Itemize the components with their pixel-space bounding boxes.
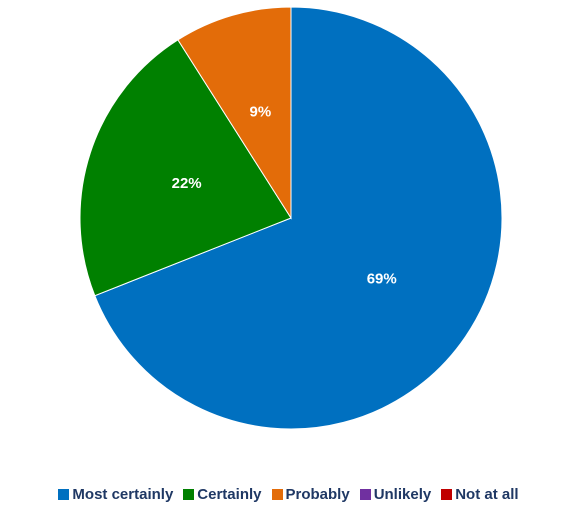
- chart-legend: Most certainly Certainly Probably Unlike…: [0, 486, 577, 503]
- legend-item-unlikely: Unlikely: [359, 486, 432, 503]
- legend-label-most-certainly: Most certainly: [72, 486, 174, 503]
- legend-label-not-at-all: Not at all: [455, 486, 519, 503]
- legend-swatch-most-certainly: [58, 489, 70, 500]
- data-label-most-certainly: 69%: [367, 271, 397, 288]
- legend-item-certainly: Certainly: [183, 486, 262, 503]
- legend-swatch-unlikely: [359, 489, 371, 500]
- pie-chart: 69% 22% 9%: [79, 6, 503, 430]
- data-label-probably: 9%: [250, 104, 272, 121]
- pie-slice-certainly: [79, 39, 292, 297]
- pie-slice-probably: [177, 6, 292, 220]
- legend-swatch-certainly: [183, 489, 195, 500]
- pie-slice-most-certainly: [94, 6, 503, 430]
- legend-item-probably: Probably: [271, 486, 350, 503]
- legend-item-not-at-all: Not at all: [441, 486, 519, 503]
- data-label-certainly: 22%: [172, 175, 202, 192]
- legend-item-most-certainly: Most certainly: [58, 486, 173, 503]
- legend-label-probably: Probably: [285, 486, 350, 503]
- legend-swatch-not-at-all: [441, 489, 453, 500]
- pie-slices: [79, 6, 503, 430]
- legend-swatch-probably: [271, 489, 283, 500]
- legend-label-certainly: Certainly: [197, 486, 262, 503]
- pie-data-labels: 69% 22% 9%: [172, 104, 397, 288]
- legend-label-unlikely: Unlikely: [373, 486, 432, 503]
